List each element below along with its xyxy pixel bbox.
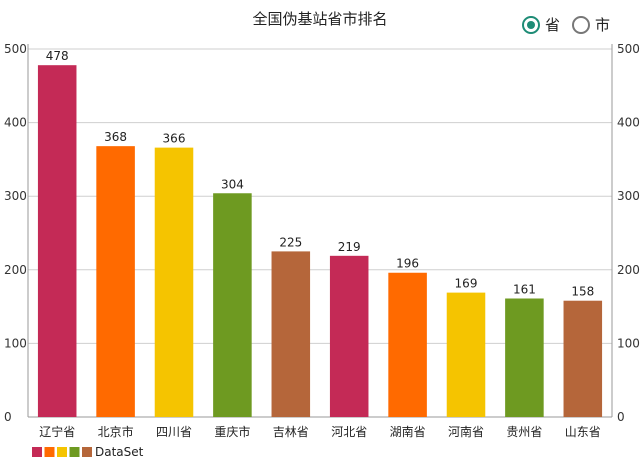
bar-value-label: 478 [46, 49, 69, 63]
bar [446, 292, 486, 417]
legend: DataSet [32, 445, 144, 459]
bar-value-label: 158 [571, 285, 594, 299]
radio-province[interactable]: 省 [522, 14, 566, 35]
x-category-label: 辽宁省 [39, 424, 75, 439]
x-category-label: 重庆市 [214, 424, 250, 439]
legend-swatch [82, 447, 92, 457]
x-category-label: 山东省 [565, 425, 601, 439]
bar-value-label: 161 [513, 283, 536, 297]
y-tick-label-right: 400 [617, 116, 640, 130]
bars: 478 368 366 304 225 219 196 169 161 158 [37, 49, 603, 418]
legend-label: DataSet [95, 445, 144, 459]
bar [563, 300, 603, 417]
bar-value-label: 169 [455, 277, 478, 291]
y-tick-label-left: 200 [4, 263, 27, 277]
y-tick-label-left: 400 [4, 116, 27, 130]
bar [96, 146, 135, 418]
radio-city-label: 市 [595, 16, 611, 34]
bar [154, 147, 194, 417]
bar-value-label: 368 [104, 130, 127, 144]
chart-title: 全国伪基站省市排名 [252, 10, 387, 28]
legend-swatch [69, 447, 80, 457]
bar [388, 272, 427, 417]
y-tick-label-right: 500 [617, 42, 640, 56]
legend-swatch [44, 447, 55, 457]
x-category-label: 河北省 [331, 425, 367, 439]
y-axis-right: 0 100 200 300 400 500 [617, 42, 640, 424]
x-category-label: 吉林省 [273, 425, 309, 439]
y-tick-label-left: 500 [4, 42, 27, 56]
bar-value-label: 366 [163, 132, 186, 146]
x-category-label: 湖南省 [390, 424, 426, 439]
bar-value-label: 219 [338, 240, 361, 254]
y-tick-label-right: 200 [617, 263, 640, 277]
legend-swatch [32, 447, 42, 457]
x-axis-labels: 辽宁省 北京市 四川省 重庆市 吉林省 河北省 湖南省 河南省 贵州省 山东省 [39, 424, 601, 439]
bar [505, 298, 544, 417]
y-tick-label-left: 300 [4, 189, 27, 203]
y-tick-label-left: 0 [4, 410, 12, 424]
bar-value-label: 225 [279, 235, 302, 249]
x-category-label: 河南省 [448, 424, 484, 439]
province-city-toggle: 省 市 [522, 14, 616, 35]
x-category-label: 北京市 [98, 424, 134, 439]
bar [329, 255, 369, 417]
bar-value-label: 304 [221, 177, 244, 191]
y-tick-label-right: 300 [617, 189, 640, 203]
y-axis-left: 0 100 200 300 400 500 [4, 42, 27, 424]
radio-province-label: 省 [545, 16, 561, 34]
radio-province-indicator [522, 15, 540, 34]
radio-city-indicator [572, 15, 591, 34]
x-category-label: 四川省 [156, 425, 192, 439]
bar-value-label: 196 [396, 257, 419, 271]
y-tick-label-right: 100 [617, 336, 640, 350]
bar [37, 65, 77, 417]
bar [271, 251, 311, 417]
bar [213, 193, 252, 417]
legend-swatch [57, 447, 67, 457]
x-category-label: 贵州省 [506, 425, 542, 439]
y-tick-label-left: 100 [4, 336, 27, 350]
radio-city[interactable]: 市 [572, 14, 616, 35]
y-tick-label-right: 0 [617, 410, 625, 424]
